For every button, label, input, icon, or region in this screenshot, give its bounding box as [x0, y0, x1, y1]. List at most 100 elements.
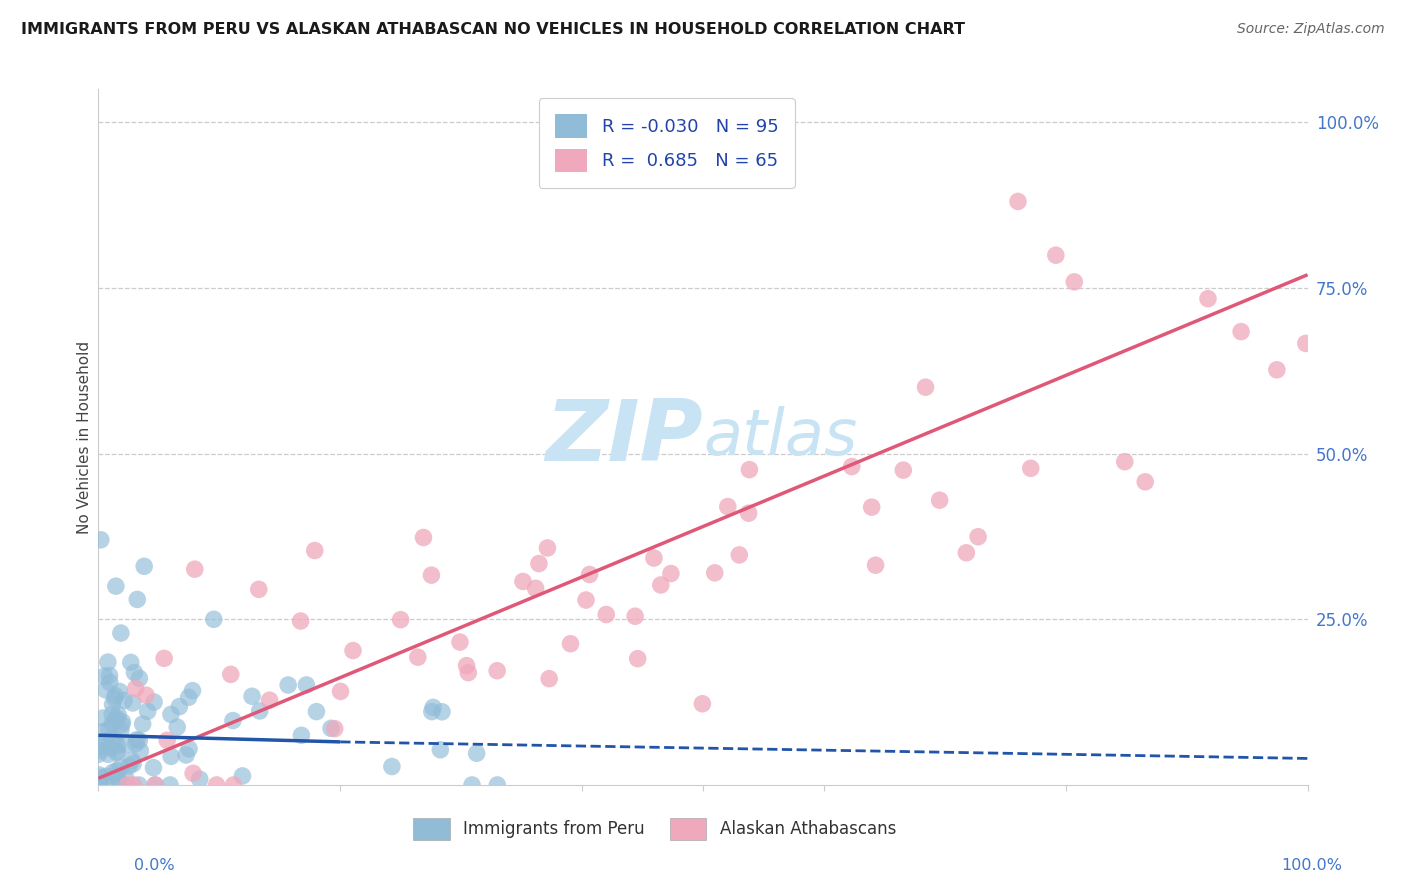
- Point: [329, 684, 352, 698]
- Point: [578, 567, 600, 582]
- Point: [319, 722, 342, 736]
- Point: [105, 746, 128, 760]
- Point: [420, 568, 443, 582]
- Point: [181, 766, 204, 780]
- Point: [967, 530, 990, 544]
- Point: [156, 733, 179, 747]
- Point: [169, 699, 191, 714]
- Point: [101, 707, 124, 722]
- Point: [134, 559, 156, 574]
- Point: [860, 500, 883, 515]
- Point: [184, 562, 207, 576]
- Point: [145, 778, 167, 792]
- Point: [449, 635, 471, 649]
- Point: [595, 607, 617, 622]
- Point: [128, 672, 150, 686]
- Point: [914, 380, 936, 394]
- Point: [90, 533, 112, 547]
- Point: [240, 690, 263, 704]
- Point: [120, 656, 142, 670]
- Point: [422, 700, 444, 714]
- Point: [650, 578, 672, 592]
- Point: [430, 705, 453, 719]
- Point: [89, 739, 111, 754]
- Point: [865, 558, 887, 573]
- Point: [174, 747, 197, 762]
- Point: [177, 742, 200, 756]
- Point: [643, 551, 665, 566]
- Point: [624, 609, 647, 624]
- Point: [125, 732, 148, 747]
- Point: [111, 714, 134, 729]
- Point: [112, 693, 135, 707]
- Point: [110, 723, 132, 738]
- Point: [323, 722, 346, 736]
- Point: [342, 643, 364, 657]
- Point: [1295, 336, 1317, 351]
- Point: [91, 711, 114, 725]
- Point: [1063, 275, 1085, 289]
- Point: [249, 704, 271, 718]
- Point: [108, 774, 131, 789]
- Point: [110, 626, 132, 640]
- Point: [122, 756, 145, 771]
- Point: [512, 574, 534, 589]
- Point: [108, 775, 131, 789]
- Point: [1135, 475, 1157, 489]
- Point: [1230, 325, 1253, 339]
- Point: [456, 658, 478, 673]
- Point: [135, 688, 157, 702]
- Point: [692, 697, 714, 711]
- Point: [295, 678, 318, 692]
- Point: [259, 693, 281, 707]
- Point: [98, 740, 121, 755]
- Point: [737, 506, 759, 520]
- Point: [104, 689, 127, 703]
- Point: [1114, 455, 1136, 469]
- Y-axis label: No Vehicles in Household: No Vehicles in Household: [77, 341, 91, 533]
- Point: [290, 728, 312, 742]
- Point: [891, 463, 914, 477]
- Point: [1265, 363, 1288, 377]
- Point: [177, 690, 200, 705]
- Text: Source: ZipAtlas.com: Source: ZipAtlas.com: [1237, 22, 1385, 37]
- Point: [110, 760, 132, 774]
- Text: IMMIGRANTS FROM PERU VS ALASKAN ATHABASCAN NO VEHICLES IN HOUSEHOLD CORRELATION : IMMIGRANTS FROM PERU VS ALASKAN ATHABASC…: [21, 22, 965, 37]
- Point: [188, 772, 211, 786]
- Point: [90, 771, 112, 785]
- Point: [1045, 248, 1067, 262]
- Point: [101, 698, 124, 712]
- Point: [107, 739, 129, 753]
- Point: [219, 667, 242, 681]
- Point: [277, 678, 299, 692]
- Point: [121, 753, 143, 767]
- Point: [955, 546, 977, 560]
- Point: [128, 778, 150, 792]
- Point: [304, 543, 326, 558]
- Point: [389, 613, 412, 627]
- Point: [728, 548, 751, 562]
- Point: [87, 747, 110, 762]
- Point: [1019, 461, 1042, 475]
- Point: [131, 717, 153, 731]
- Point: [717, 500, 740, 514]
- Point: [124, 665, 146, 680]
- Point: [143, 695, 166, 709]
- Point: [93, 669, 115, 683]
- Point: [91, 724, 114, 739]
- Point: [290, 614, 312, 628]
- Point: [104, 732, 127, 747]
- Point: [108, 684, 131, 698]
- Point: [94, 682, 117, 697]
- Text: 100.0%: 100.0%: [1282, 858, 1343, 873]
- Point: [305, 705, 328, 719]
- Point: [486, 778, 509, 792]
- Point: [129, 744, 152, 758]
- Point: [136, 704, 159, 718]
- Point: [111, 717, 134, 731]
- Point: [97, 723, 120, 737]
- Point: [841, 459, 863, 474]
- Point: [98, 668, 121, 682]
- Point: [97, 655, 120, 669]
- Point: [575, 593, 598, 607]
